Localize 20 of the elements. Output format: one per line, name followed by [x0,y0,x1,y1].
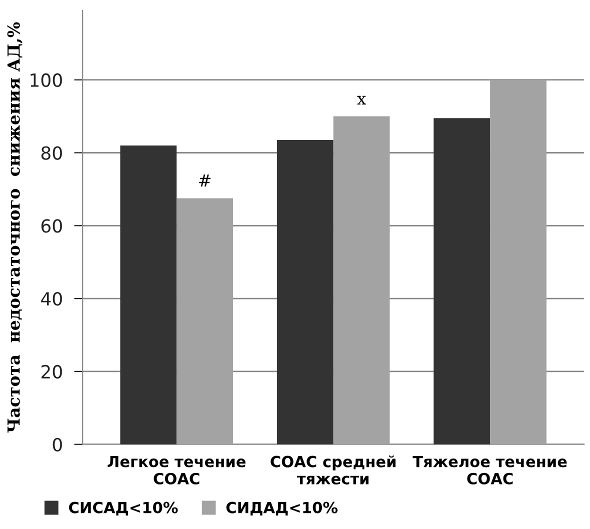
y-tick-label: 60 [41,219,62,233]
x-tick-label: СОАС средней тяжести [270,455,396,484]
bar [490,80,546,444]
y-axis-title: Частота недостаточного снижения АД,% [7,22,22,433]
bar [176,198,234,444]
y-tick-label: 20 [42,364,62,379]
y-tick-label: 40 [41,292,62,306]
annotation: # [199,174,211,187]
bar [434,118,490,444]
y-tick-label: 100 [30,73,62,87]
legend-label: СИСАД<10% [69,502,178,516]
y-tick-label: 0 [52,438,62,452]
y-tick-label: 80 [41,146,62,160]
bar [120,145,177,444]
bar [276,140,334,444]
x-tick-label: Легкое течение СОАС [108,456,246,484]
annotation: x [357,96,366,104]
x-tick-label: Тяжелое течение СОАС [412,456,567,484]
legend-label: СИДАД<10% [226,502,338,516]
bar [333,116,390,444]
